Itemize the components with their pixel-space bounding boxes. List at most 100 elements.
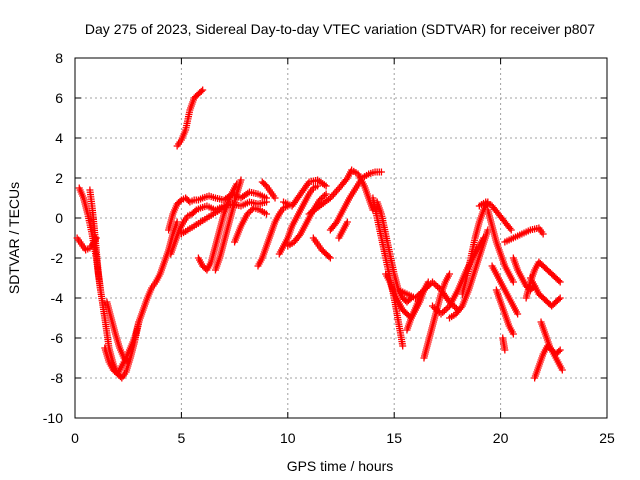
series-arc-15 [275, 182, 322, 258]
series-arc-12 [231, 204, 271, 246]
series-arc-32 [484, 206, 517, 286]
x-axis-label: GPS time / hours [287, 458, 394, 474]
data-point [191, 207, 199, 215]
series-arc-31 [475, 198, 515, 234]
x-tick-label: 25 [599, 430, 615, 446]
series-arc-30 [458, 198, 492, 298]
series-arc-26 [403, 278, 432, 334]
data-point [322, 190, 330, 198]
data-point [322, 182, 330, 190]
data-point [197, 87, 205, 95]
data-point [237, 176, 245, 184]
data-point [199, 86, 207, 94]
data-point [247, 207, 255, 215]
data-point [319, 193, 327, 201]
data-point [509, 278, 517, 286]
series-arc-38 [526, 274, 564, 310]
data-point [446, 270, 454, 278]
series-arc-21 [335, 218, 351, 242]
y-tick-label: -4 [51, 290, 64, 306]
y-tick-label: -8 [51, 370, 64, 386]
data-point [501, 346, 509, 354]
data-point [271, 194, 279, 202]
data-point [176, 197, 184, 205]
data-point [440, 307, 448, 315]
data-point [506, 224, 514, 232]
series-arc-41 [499, 334, 509, 354]
x-tick-label: 10 [280, 430, 296, 446]
series-arc-18 [309, 234, 334, 262]
series-arc-33 [488, 262, 522, 318]
data-point [555, 277, 563, 285]
data-point [342, 176, 350, 184]
data-point [321, 192, 329, 199]
series-arc-16 [280, 176, 330, 210]
x-tick-label: 5 [178, 430, 186, 446]
data-point [457, 304, 465, 312]
data-point [314, 182, 322, 190]
data-point [243, 210, 251, 218]
data-point [514, 310, 522, 318]
y-tick-label: -10 [43, 410, 63, 426]
data-point [245, 209, 253, 216]
series-arc-40 [537, 318, 566, 374]
series-arc-05 [103, 298, 132, 366]
data-point [295, 232, 303, 240]
x-tick-label: 0 [71, 430, 79, 446]
y-tick-label: -6 [51, 330, 64, 346]
data-point [399, 342, 407, 350]
y-tick-label: -2 [51, 250, 64, 266]
data-point [556, 278, 564, 286]
data-point [326, 254, 334, 262]
data-point [432, 281, 440, 289]
series-arc-13 [254, 202, 292, 270]
data-point [377, 168, 385, 176]
x-tick-label: 20 [493, 430, 509, 446]
data-point [173, 218, 181, 226]
data-point [263, 198, 271, 206]
series-arc-27 [420, 270, 454, 362]
data-point [331, 220, 339, 228]
y-tick-label: 2 [55, 170, 63, 186]
series-arc-03 [86, 186, 105, 294]
data-point [124, 358, 132, 366]
series-arc-34 [492, 286, 517, 338]
data-point [123, 357, 131, 365]
data-point [424, 278, 432, 286]
data-point [97, 286, 105, 294]
x-axis-ticks: 0 5 10 15 20 25 [71, 58, 615, 446]
series-arc-06 [173, 86, 207, 150]
data-point [507, 226, 515, 234]
data-point [555, 295, 563, 303]
data-point [439, 308, 447, 316]
data-point [556, 294, 564, 302]
data-point [248, 206, 256, 213]
y-axis-ticks: -10 -8 -6 -4 -2 0 2 4 6 8 [43, 50, 607, 426]
data-point [430, 280, 438, 288]
data-point [317, 195, 325, 202]
y-tick-label: 8 [55, 50, 63, 66]
data-point [325, 253, 333, 261]
series-arc-35 [501, 224, 547, 246]
series-arc-29 [446, 226, 492, 322]
data-point [539, 230, 547, 238]
series-arc-14 [258, 178, 279, 202]
data-point [343, 218, 351, 226]
data-point [509, 330, 517, 338]
chart-title: Day 275 of 2023, Sidereal Day-to-day VTE… [85, 21, 595, 37]
y-tick-label: 4 [55, 130, 63, 146]
data-point [442, 305, 450, 313]
data-point [406, 295, 414, 303]
series-arc-20 [326, 168, 385, 234]
data-point [555, 347, 563, 355]
series-arc-11 [211, 176, 245, 274]
y-axis-label: SDTVAR / TECUs [6, 182, 22, 294]
data-point [556, 346, 564, 354]
data-point [558, 366, 566, 374]
y-tick-label: 6 [55, 90, 63, 106]
data-point [263, 210, 271, 218]
data-points [73, 86, 566, 382]
data-point [434, 283, 442, 291]
y-tick-label: 0 [55, 210, 63, 226]
